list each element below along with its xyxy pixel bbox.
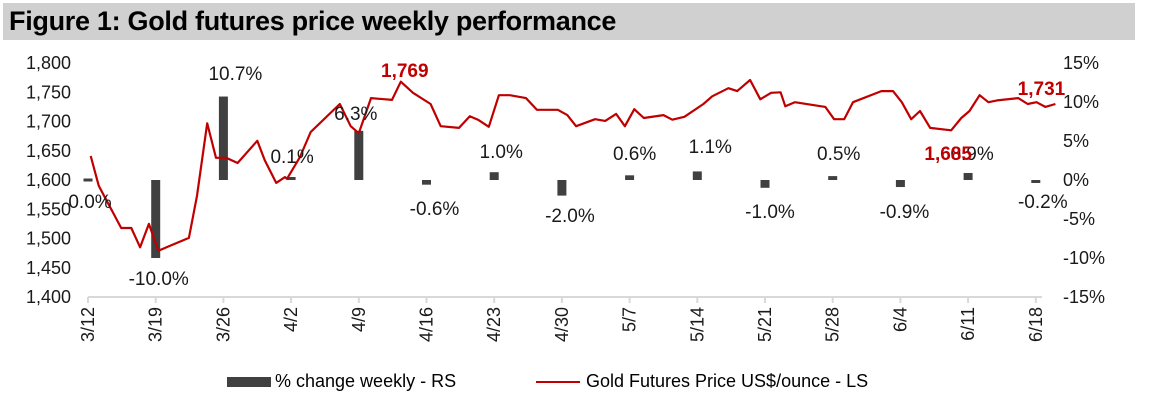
x-tick-label: 5/7 [620, 307, 640, 332]
bar [895, 180, 905, 188]
x-tick-label: 6/11 [958, 307, 978, 341]
x-tick-label: 5/21 [755, 307, 775, 342]
bar [354, 130, 364, 180]
legend-line-swatch [536, 380, 580, 383]
bar-data-label: -2.0% [545, 206, 595, 227]
x-tick-label: 5/28 [823, 307, 843, 342]
left-axis-tick-label: 1,500 [26, 229, 71, 249]
bar-data-label: -0.2% [1018, 192, 1068, 213]
bar [489, 172, 499, 180]
bar-data-label: -10.0% [129, 269, 189, 290]
x-tick-label: 4/23 [484, 307, 504, 342]
right-axis-tick-label: 0% [1063, 170, 1089, 190]
bar-data-label: 0.0% [68, 192, 111, 213]
legend-line-label: Gold Futures Price US$/ounce - LS [586, 371, 869, 391]
bar-data-label: 10.7% [208, 64, 262, 85]
bar [83, 178, 93, 182]
bar-data-label: -1.0% [745, 202, 795, 223]
bar [760, 180, 770, 188]
bar-data-label: 0.6% [613, 144, 656, 165]
left-axis-tick-label: 1,400 [26, 287, 71, 307]
x-tick-label: 5/14 [687, 307, 707, 342]
x-tick-label: 3/26 [213, 307, 233, 342]
left-axis-tick-label: 1,450 [26, 258, 71, 278]
right-axis-tick-label: -10% [1063, 248, 1105, 268]
x-tick-label: 6/18 [1026, 307, 1046, 342]
legend-item-weekly-change: % change weekly - RS [227, 371, 456, 392]
right-axis-tick-label: 5% [1063, 131, 1089, 151]
left-axis-tick-label: 1,750 [26, 82, 71, 102]
right-axis-tick-label: 15% [1063, 53, 1099, 73]
bar-data-label: 0.5% [817, 144, 860, 165]
x-tick-label: 6/4 [890, 307, 910, 332]
x-tick-label: 3/19 [146, 307, 166, 342]
legend: % change weekly - RS Gold Futures Price … [0, 371, 1169, 395]
figure-title: Figure 1: Gold futures price weekly perf… [9, 6, 617, 36]
right-axis-tick-label: 10% [1063, 92, 1099, 112]
bar [1031, 180, 1041, 183]
x-tick-label: 4/2 [281, 307, 301, 332]
bar [828, 176, 838, 180]
x-tick-label: 4/16 [417, 307, 437, 342]
left-axis-tick-label: 1,600 [26, 170, 71, 190]
bar [692, 171, 702, 180]
legend-bar-swatch [227, 376, 271, 387]
bar [286, 177, 296, 180]
bar-data-label: 1.1% [689, 137, 732, 158]
left-axis-tick-label: 1,650 [26, 141, 71, 161]
figure-title-bar: Figure 1: Gold futures price weekly perf… [3, 3, 1135, 40]
bar-data-label: 0.1% [270, 147, 313, 168]
bar [963, 172, 973, 180]
bar [557, 180, 567, 196]
bar-data-label: -0.9% [880, 202, 930, 223]
x-tick-label: 3/12 [78, 307, 98, 342]
price-annotation: 1,769 [381, 61, 429, 82]
bar [625, 175, 635, 180]
gold-price-line [89, 78, 1056, 252]
legend-item-gold-price: Gold Futures Price US$/ounce - LS [536, 371, 868, 392]
x-tick-label: 4/30 [552, 307, 572, 342]
left-axis-tick-label: 1,700 [26, 112, 71, 132]
bar [218, 96, 228, 180]
right-axis-tick-label: -15% [1063, 287, 1105, 307]
bar-data-label: 0.9% [950, 144, 993, 165]
left-axis-tick-label: 1,800 [26, 53, 71, 73]
bar-data-label: 6.3% [334, 104, 377, 125]
bar [422, 180, 431, 185]
price-annotation: 1,685 [924, 144, 972, 165]
price-annotation: 1,731 [1018, 79, 1066, 100]
left-axis-tick-label: 1,550 [26, 199, 71, 219]
x-tick-label: 4/9 [349, 307, 369, 332]
legend-bar-label: % change weekly - RS [275, 371, 457, 391]
bar-data-label: 1.0% [480, 142, 523, 163]
bar [151, 180, 161, 258]
bar-data-label: -0.6% [410, 199, 460, 220]
right-axis-tick-label: -5% [1063, 209, 1095, 229]
